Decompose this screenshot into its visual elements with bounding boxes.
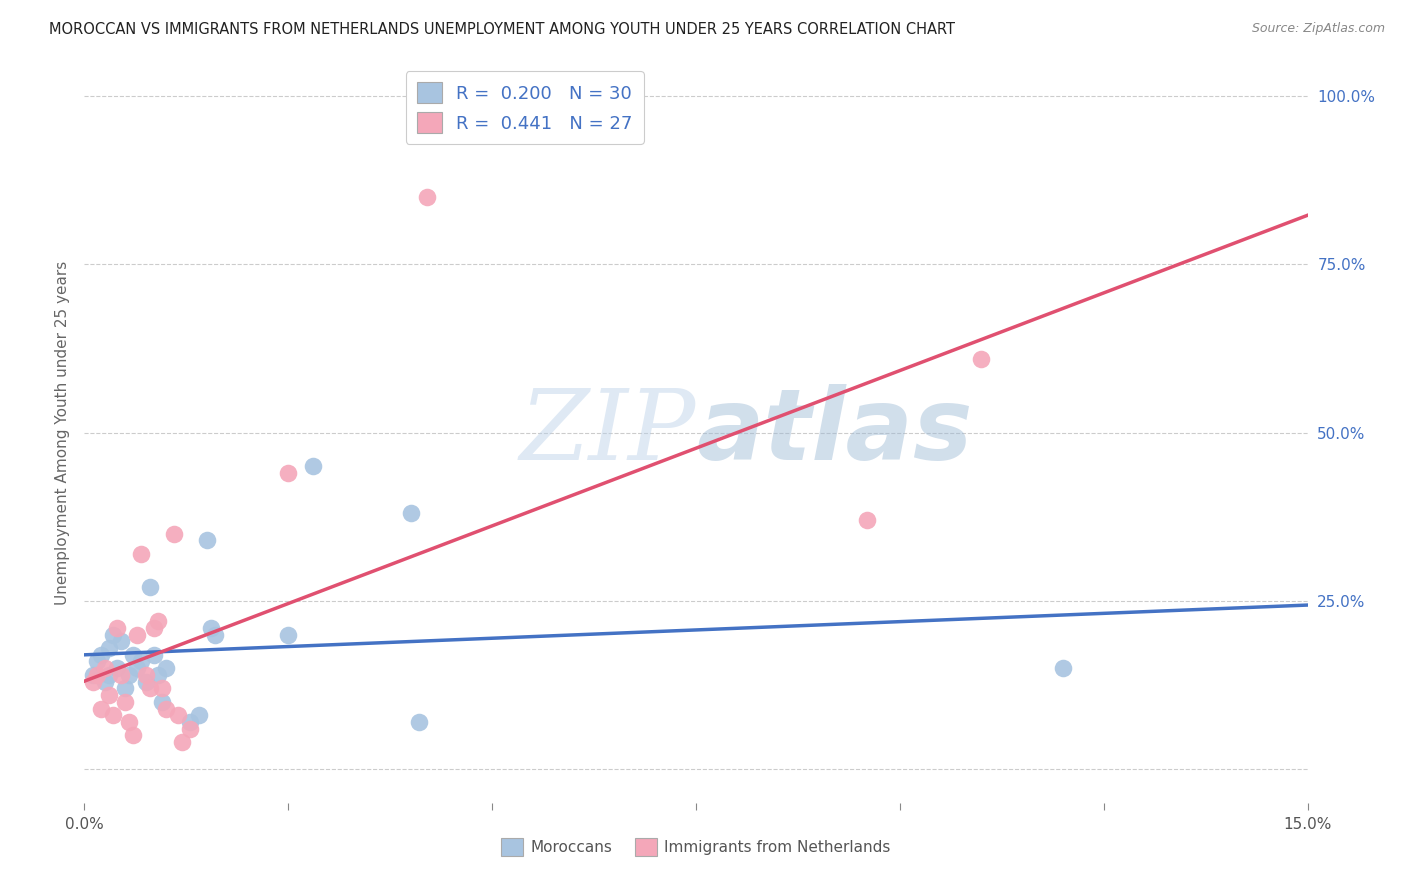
Point	[93, 661, 115, 675]
Point	[101, 708, 124, 723]
Point	[127, 661, 149, 675]
Point	[86, 655, 108, 669]
Point	[142, 648, 165, 662]
Point	[82, 668, 104, 682]
Point	[179, 722, 201, 736]
Point	[110, 668, 132, 682]
Point	[150, 695, 173, 709]
Point	[105, 661, 128, 675]
Point	[277, 627, 299, 641]
Point	[127, 627, 149, 641]
Point	[1052, 661, 1074, 675]
Text: Source: ZipAtlas.com: Source: ZipAtlas.com	[1251, 22, 1385, 36]
Point	[179, 714, 201, 729]
Point	[135, 674, 157, 689]
Legend: Moroccans, Immigrants from Netherlands: Moroccans, Immigrants from Netherlands	[495, 832, 897, 862]
Point	[90, 701, 112, 715]
Point	[135, 668, 157, 682]
Point	[408, 714, 430, 729]
Text: MOROCCAN VS IMMIGRANTS FROM NETHERLANDS UNEMPLOYMENT AMONG YOUTH UNDER 25 YEARS : MOROCCAN VS IMMIGRANTS FROM NETHERLANDS …	[49, 22, 955, 37]
Point	[93, 674, 115, 689]
Point	[416, 190, 439, 204]
Point	[399, 507, 422, 521]
Point	[138, 681, 160, 696]
Point	[122, 648, 145, 662]
Point	[114, 695, 136, 709]
Point	[138, 581, 160, 595]
Point	[97, 688, 120, 702]
Point	[204, 627, 226, 641]
Point	[155, 661, 177, 675]
Point	[163, 526, 186, 541]
Text: ZIP: ZIP	[520, 385, 696, 480]
Point	[114, 681, 136, 696]
Point	[146, 668, 169, 682]
Point	[86, 668, 108, 682]
Point	[90, 648, 112, 662]
Point	[155, 701, 177, 715]
Text: atlas: atlas	[696, 384, 973, 481]
Point	[187, 708, 209, 723]
Point	[167, 708, 190, 723]
Y-axis label: Unemployment Among Youth under 25 years: Unemployment Among Youth under 25 years	[55, 260, 70, 605]
Point	[82, 674, 104, 689]
Point	[118, 668, 141, 682]
Point	[856, 513, 879, 527]
Point	[150, 681, 173, 696]
Point	[97, 668, 120, 682]
Point	[131, 655, 153, 669]
Point	[110, 634, 132, 648]
Point	[277, 466, 299, 480]
Point	[172, 735, 194, 749]
Point	[118, 714, 141, 729]
Point	[200, 621, 222, 635]
Point	[146, 614, 169, 628]
Point	[142, 621, 165, 635]
Point	[195, 533, 218, 548]
Point	[301, 459, 323, 474]
Point	[970, 351, 993, 366]
Point	[131, 547, 153, 561]
Point	[97, 640, 120, 655]
Point	[105, 621, 128, 635]
Point	[122, 729, 145, 743]
Point	[101, 627, 124, 641]
